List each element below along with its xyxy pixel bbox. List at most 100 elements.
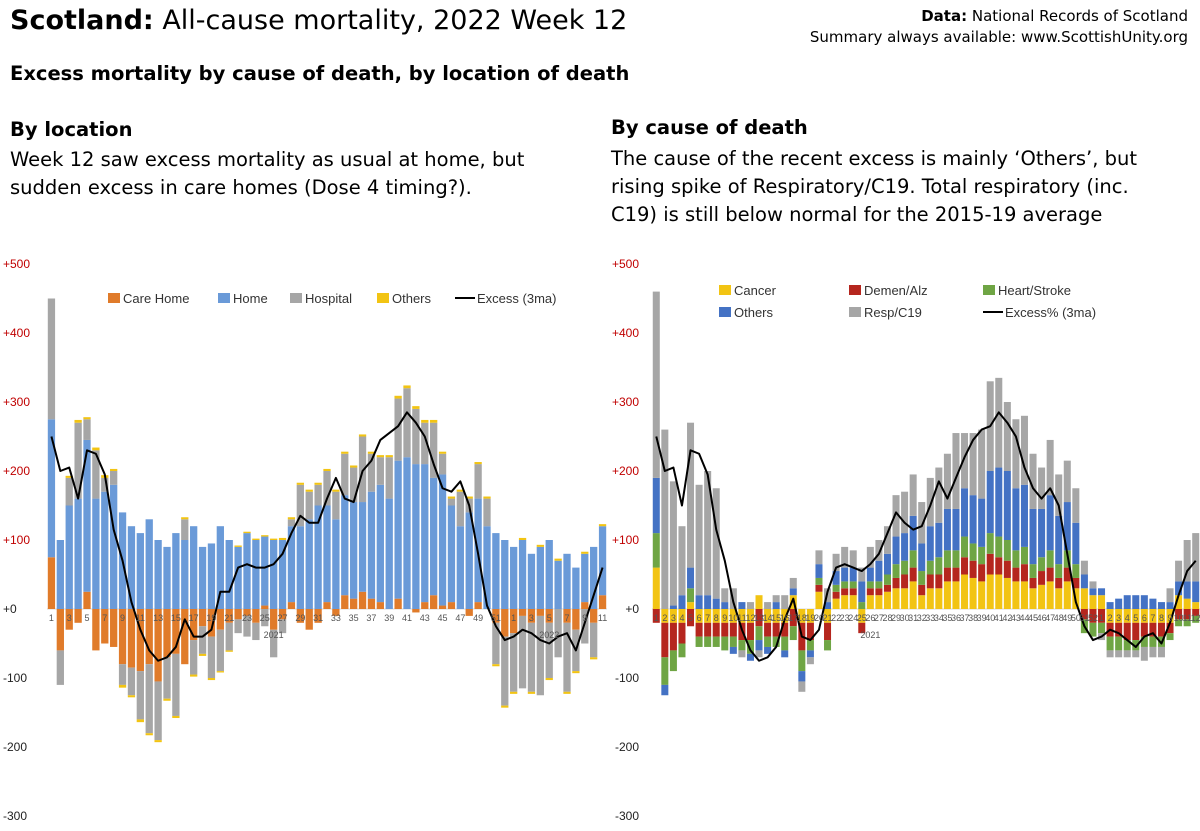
bar-resp-c19: [849, 550, 857, 568]
y-tick-label: +300: [612, 395, 639, 409]
bar-home: [243, 533, 251, 609]
bar-home: [65, 505, 73, 609]
bar-others: [412, 406, 420, 409]
x-tick-label: 38: [968, 613, 978, 623]
bar-others: [892, 536, 900, 565]
bar-heart-stroke: [652, 533, 660, 568]
bar-hospital: [510, 633, 518, 692]
bar-demen-alz: [678, 622, 686, 644]
bar-home: [554, 560, 562, 609]
bar-heart-stroke: [832, 584, 840, 592]
bar-care-home: [101, 609, 109, 644]
bar-care-home: [332, 609, 340, 616]
bar-hospital: [323, 471, 331, 506]
bar-hospital: [314, 484, 322, 506]
x-tick-label: 14: [763, 613, 773, 623]
bar-others: [367, 451, 376, 454]
bar-care-home: [65, 609, 73, 630]
bar-home: [207, 543, 216, 609]
x-tick-label: 3: [671, 613, 676, 623]
source-line-2: Summary always available: www.ScottishUn…: [809, 28, 1188, 46]
bar-others: [866, 567, 874, 582]
x-tick-label: 41: [994, 613, 1004, 623]
bar-others: [1183, 581, 1191, 599]
bar-resp-c19: [738, 650, 746, 658]
bar-heart-stroke: [789, 626, 797, 641]
bar-others: [296, 482, 304, 485]
bar-heart-stroke: [849, 581, 857, 589]
x-tick-label: 48: [1054, 613, 1064, 623]
bar-hospital: [376, 457, 384, 485]
bar-demen-alz: [1183, 609, 1191, 620]
x-tick-label: 2: [662, 613, 667, 623]
bar-others: [849, 567, 857, 582]
bar-others: [678, 595, 686, 609]
bar-home: [225, 540, 233, 609]
bar-heart-stroke: [678, 643, 686, 658]
bar-home: [590, 546, 598, 609]
bar-resp-c19: [1063, 460, 1071, 503]
x-tick-label: 17: [788, 613, 798, 623]
bar-care-home: [270, 609, 278, 630]
bar-home: [376, 484, 384, 603]
x-tick-label: 26: [865, 613, 875, 623]
bar-resp-c19: [746, 602, 754, 609]
bar-resp-c19: [883, 526, 891, 554]
bar-others: [518, 537, 527, 540]
bar-resp-c19: [781, 595, 789, 609]
y-tick-label: +300: [3, 395, 30, 409]
bar-others: [1140, 595, 1148, 609]
bar-heart-stroke: [1140, 636, 1148, 647]
bar-demen-alz: [764, 622, 772, 637]
bar-heart-stroke: [1038, 557, 1046, 572]
bar-heart-stroke: [1046, 550, 1054, 568]
bar-cancer: [901, 588, 909, 609]
bar-others: [216, 671, 224, 673]
x-tick-label: 10: [1174, 613, 1184, 623]
bar-resp-c19: [1020, 415, 1028, 485]
bar-others: [198, 653, 207, 656]
bar-cancer: [687, 602, 695, 609]
bar-hospital: [501, 636, 509, 706]
y-tick-label: -200: [615, 740, 639, 754]
bar-others: [225, 650, 233, 652]
bar-hospital: [385, 457, 393, 499]
bar-home: [394, 460, 402, 599]
bar-hospital: [47, 298, 56, 420]
bar-home: [74, 498, 82, 609]
bar-cancer: [943, 581, 951, 609]
bar-cancer: [961, 574, 969, 609]
bar-heart-stroke: [1029, 564, 1037, 578]
bar-heart-stroke: [1098, 622, 1106, 634]
y-tick-label: +400: [612, 326, 639, 340]
bar-hospital: [163, 657, 171, 699]
bar-hospital: [252, 622, 260, 641]
bar-demen-alz: [746, 622, 754, 641]
bar-hospital: [118, 664, 127, 685]
y-tick-label: -100: [615, 671, 639, 685]
bar-demen-alz: [1029, 577, 1037, 589]
legend-swatch-care-home: [108, 293, 120, 303]
bar-resp-c19: [1072, 488, 1080, 523]
bar-care-home: [110, 609, 118, 647]
bar-demen-alz: [978, 564, 986, 582]
bar-hospital: [83, 419, 91, 440]
bar-hospital: [65, 477, 73, 506]
bar-others: [815, 564, 823, 578]
x-tick-label: 7: [564, 613, 569, 623]
bar-others: [704, 595, 712, 609]
x-tick-label: 28: [882, 613, 892, 623]
bar-care-home: [430, 595, 438, 609]
x-tick-label: 7: [102, 613, 107, 623]
bar-resp-c19: [832, 553, 840, 572]
bar-heart-stroke: [909, 550, 917, 568]
bar-heart-stroke: [1089, 622, 1097, 637]
bar-home: [163, 546, 171, 609]
bar-hospital: [270, 629, 278, 658]
bar-heart-stroke: [995, 536, 1003, 558]
bar-hospital: [563, 622, 571, 692]
bar-resp-c19: [1123, 650, 1131, 658]
year-label: 2022: [539, 630, 559, 640]
bar-heart-stroke: [781, 636, 789, 651]
bar-heart-stroke: [704, 636, 712, 647]
